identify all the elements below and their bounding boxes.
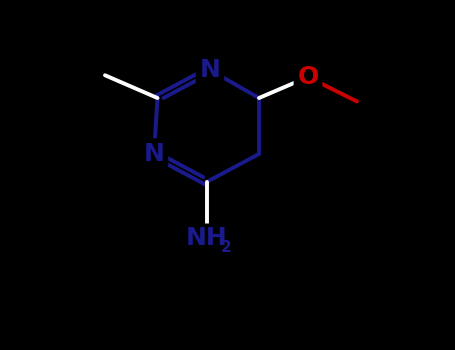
Text: N: N <box>144 142 164 166</box>
Text: N: N <box>200 58 220 82</box>
Text: 2: 2 <box>220 240 231 255</box>
Text: NH: NH <box>186 226 228 250</box>
Text: O: O <box>298 65 318 89</box>
